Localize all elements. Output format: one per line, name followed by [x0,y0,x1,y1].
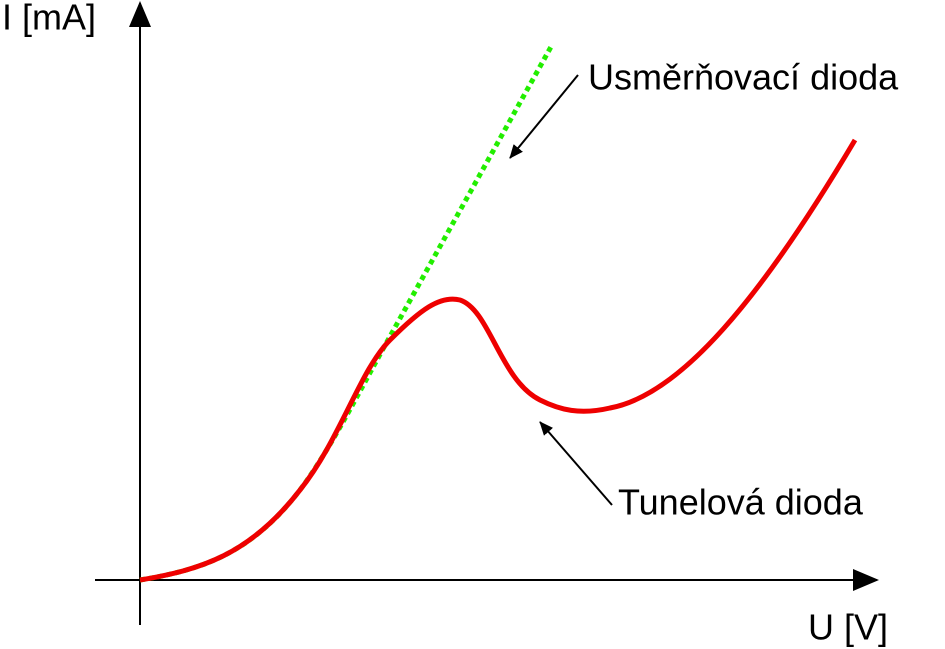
rectifier-pointer [509,74,579,159]
rectifier-label: Usměrňovací dioda [588,57,899,98]
rectifier-curve [139,43,555,583]
tunnel-pointer [539,421,613,506]
tunnel-curve [139,138,858,583]
tunnel-label: Tunelová dioda [618,482,864,523]
y-axis-label: I [mA] [2,0,96,38]
x-axis-label: U [V] [808,607,888,648]
